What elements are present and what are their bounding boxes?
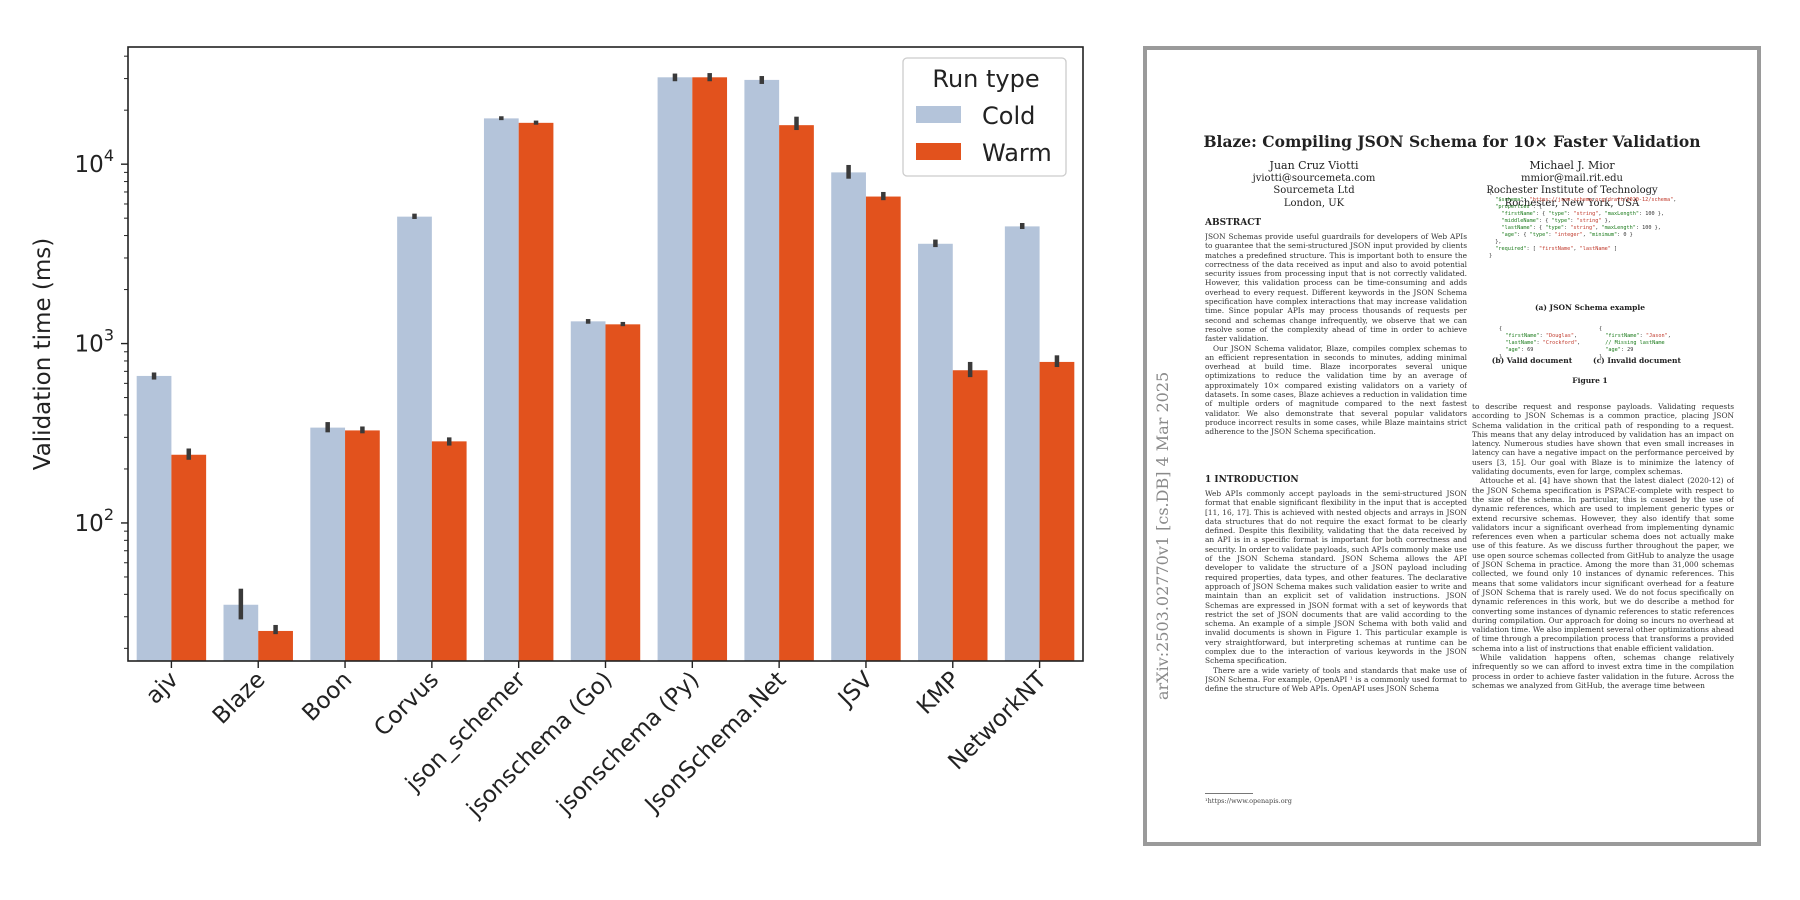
x-tick-label-blaze: Blaze xyxy=(208,667,271,730)
author-2-email: mmior@mail.rit.edu xyxy=(1521,172,1623,184)
x-tick-label-boon: Boon xyxy=(298,667,358,727)
bar-cold-jsv xyxy=(831,172,866,661)
y-tick-label: 102 xyxy=(75,505,114,537)
figure-caption-b: (b) Valid document xyxy=(1491,356,1573,365)
legend-swatch-cold xyxy=(916,106,961,123)
bar-warm-jsv xyxy=(865,196,901,661)
bar-warm-kmp xyxy=(952,370,988,661)
legend: Run type Cold Warm xyxy=(902,57,1067,177)
bar-cold-corvus xyxy=(397,216,432,661)
bar-warm-json-schemer xyxy=(518,122,554,661)
figure-1-caption: Figure 1 xyxy=(1572,376,1608,385)
bar-cold-networknt xyxy=(1004,226,1040,661)
y-tick-label: 103 xyxy=(75,326,114,358)
introduction-heading: 1 INTRODUCTION xyxy=(1205,475,1299,485)
bar-cold-jsonschema-py xyxy=(657,77,693,661)
legend-swatch-warm xyxy=(916,143,961,160)
x-tick-label-jsonschema-net: JsonSchema.Net xyxy=(639,667,791,819)
bars-group xyxy=(136,77,1075,662)
bar-warm-jsonschema-go xyxy=(605,324,641,661)
introduction-text: Web APIs commonly accept payloads in the… xyxy=(1205,489,1467,789)
legend-label-warm: Warm xyxy=(982,139,1052,167)
author-1: Juan Cruz Viotti jviotti@sourcemeta.com … xyxy=(1214,159,1414,210)
right-paragraph-2: Attouche et al. [4] have shown that the … xyxy=(1472,476,1734,653)
bar-cold-jsonschema-net xyxy=(744,79,780,662)
bar-warm-boon xyxy=(345,430,380,661)
figure-caption-c: (c) Invalid document xyxy=(1593,356,1681,365)
author-2-name: Michael J. Mior xyxy=(1529,159,1615,172)
bar-warm-blaze xyxy=(258,630,293,661)
x-tick-label-jsonschema-py: jsonschema (Py) xyxy=(551,667,704,820)
paper-preview: arXiv:2503.02770v1 [cs.DB] 4 Mar 2025 Bl… xyxy=(1143,46,1761,846)
bar-warm-ajv xyxy=(171,454,207,661)
bar-cold-ajv xyxy=(136,375,172,661)
bar-cold-json-schemer xyxy=(483,118,519,661)
bar-warm-corvus xyxy=(431,441,467,661)
introduction-paragraph-1: Web APIs commonly accept payloads in the… xyxy=(1205,489,1467,666)
abstract-text: JSON Schemas provide useful guardrails f… xyxy=(1205,232,1467,468)
author-2: Michael J. Mior mmior@mail.rit.edu Roche… xyxy=(1472,159,1672,210)
bar-cold-boon xyxy=(310,427,346,661)
author-2-org: Rochester Institute of Technology xyxy=(1486,185,1658,196)
legend-title: Run type xyxy=(932,65,1039,93)
author-2-place: Rochester, New York, USA xyxy=(1504,197,1640,209)
paper-title: Blaze: Compiling JSON Schema for 10× Fas… xyxy=(1203,132,1701,151)
bar-cold-jsonschema-go xyxy=(570,321,606,661)
figure-caption-a: (a) JSON Schema example xyxy=(1534,303,1646,312)
right-column-text: to describe request and response payload… xyxy=(1472,402,1734,832)
bar-cold-kmp xyxy=(918,243,953,662)
y-axis-label: Validation time (ms) xyxy=(30,238,56,471)
x-tick-label-kmp: KMP xyxy=(912,667,965,720)
right-paragraph-1: to describe request and response payload… xyxy=(1472,402,1734,477)
author-1-name: Juan Cruz Viotti xyxy=(1269,159,1359,172)
arxiv-identifier: arXiv:2503.02770v1 [cs.DB] 4 Mar 2025 xyxy=(1153,371,1172,700)
footnote: ¹https://www.openapis.org xyxy=(1205,797,1292,805)
abstract-paragraph-1: JSON Schemas provide useful guardrails f… xyxy=(1205,232,1467,344)
abstract-paragraph-2: Our JSON Schema validator, Blaze, compil… xyxy=(1205,343,1467,437)
valid-document-code: { "firstName": "Douglas", "lastName": "C… xyxy=(1499,326,1581,360)
x-tick-label-ajv: ajv xyxy=(141,667,184,710)
legend-label-cold: Cold xyxy=(982,102,1035,130)
bar-warm-jsonschema-py xyxy=(692,77,728,661)
error-bars-group xyxy=(151,73,1060,635)
bar-warm-jsonschema-net xyxy=(779,125,814,662)
schema-example-code: { "$schema": "https://json-schema.org/dr… xyxy=(1489,190,1677,259)
invalid-document-code: { "firstName": "Jason", // Missing lastN… xyxy=(1599,326,1671,360)
x-tick-label-corvus: Corvus xyxy=(369,667,444,742)
bar-warm-networknt xyxy=(1039,361,1075,661)
author-1-email: jviotti@sourcemeta.com xyxy=(1252,172,1376,184)
y-axis: 102 103 104 xyxy=(75,55,128,649)
right-paragraph-3: While validation happens often, schemas … xyxy=(1472,653,1734,690)
x-tick-label-jsv: JSV xyxy=(832,667,878,713)
abstract-heading: ABSTRACT xyxy=(1205,218,1262,228)
author-1-place: London, UK xyxy=(1283,197,1345,209)
x-axis: ajv Blaze Boon Corvusjson_schemerjsonschema… xyxy=(141,661,1052,823)
footnote-rule xyxy=(1205,793,1253,794)
author-1-org: Sourcemeta Ltd xyxy=(1273,185,1355,196)
x-tick-label-jsonschema-go: jsonschema (Go) xyxy=(461,667,617,823)
y-tick-label: 104 xyxy=(75,146,114,178)
introduction-paragraph-2: There are a wide variety of tools and st… xyxy=(1205,665,1467,694)
